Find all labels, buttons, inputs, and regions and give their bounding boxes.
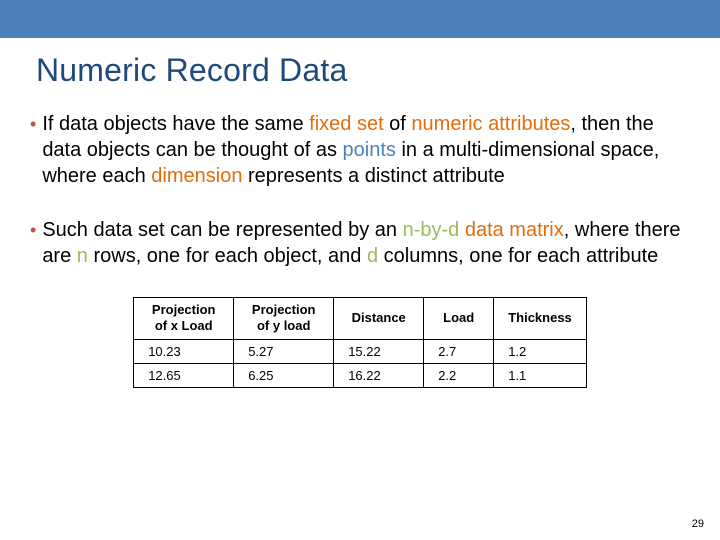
- text-segment: rows, one for each object, and: [88, 245, 367, 267]
- bullet-text: Such data set can be represented by an n…: [42, 217, 690, 269]
- text-segment: numeric attributes: [411, 113, 570, 135]
- table-cell: 2.7: [424, 339, 494, 363]
- text-segment: d: [367, 245, 378, 267]
- table-cell: 1.1: [494, 363, 587, 387]
- text-segment: points: [343, 139, 396, 161]
- table-cell: 2.2: [424, 363, 494, 387]
- text-segment: dimension: [151, 165, 242, 187]
- text-segment: data matrix: [465, 219, 564, 241]
- table-column-header: Distance: [334, 298, 424, 340]
- table-cell: 5.27: [234, 339, 334, 363]
- header-bar: [0, 0, 720, 38]
- text-segment: columns, one for each attribute: [378, 245, 658, 267]
- bullet-text: If data objects have the same fixed set …: [42, 111, 690, 189]
- text-segment: If data objects have the same: [42, 113, 309, 135]
- bullet-icon: •: [30, 111, 36, 189]
- page-title: Numeric Record Data: [36, 52, 720, 89]
- table-cell: 15.22: [334, 339, 424, 363]
- text-segment: fixed set: [309, 113, 383, 135]
- text-segment: n-by-d: [403, 219, 460, 241]
- text-segment: represents a distinct attribute: [242, 165, 504, 187]
- table-cell: 10.23: [134, 339, 234, 363]
- bullet-item: • If data objects have the same fixed se…: [30, 111, 690, 189]
- table-body: 10.235.2715.222.71.212.656.2516.222.21.1: [134, 339, 587, 387]
- table-cell: 6.25: [234, 363, 334, 387]
- bullet-item: • Such data set can be represented by an…: [30, 217, 690, 269]
- page-number: 29: [692, 518, 704, 530]
- table-column-header: Load: [424, 298, 494, 340]
- table-cell: 1.2: [494, 339, 587, 363]
- table-column-header: Projectionof y load: [234, 298, 334, 340]
- table-row: 10.235.2715.222.71.2: [134, 339, 587, 363]
- text-segment: n: [77, 245, 88, 267]
- text-segment: Such data set can be represented by an: [42, 219, 402, 241]
- text-segment: of: [384, 113, 412, 135]
- slide: Numeric Record Data • If data objects ha…: [0, 0, 720, 540]
- table-cell: 12.65: [134, 363, 234, 387]
- table-cell: 16.22: [334, 363, 424, 387]
- table-column-header: Projectionof x Load: [134, 298, 234, 340]
- table-column-header: Thickness: [494, 298, 587, 340]
- table-header-row: Projectionof x LoadProjectionof y loadDi…: [134, 298, 587, 340]
- data-matrix-table: Projectionof x LoadProjectionof y loadDi…: [133, 297, 587, 388]
- table-row: 12.656.2516.222.21.1: [134, 363, 587, 387]
- content-area: • If data objects have the same fixed se…: [30, 111, 690, 388]
- bullet-icon: •: [30, 217, 36, 269]
